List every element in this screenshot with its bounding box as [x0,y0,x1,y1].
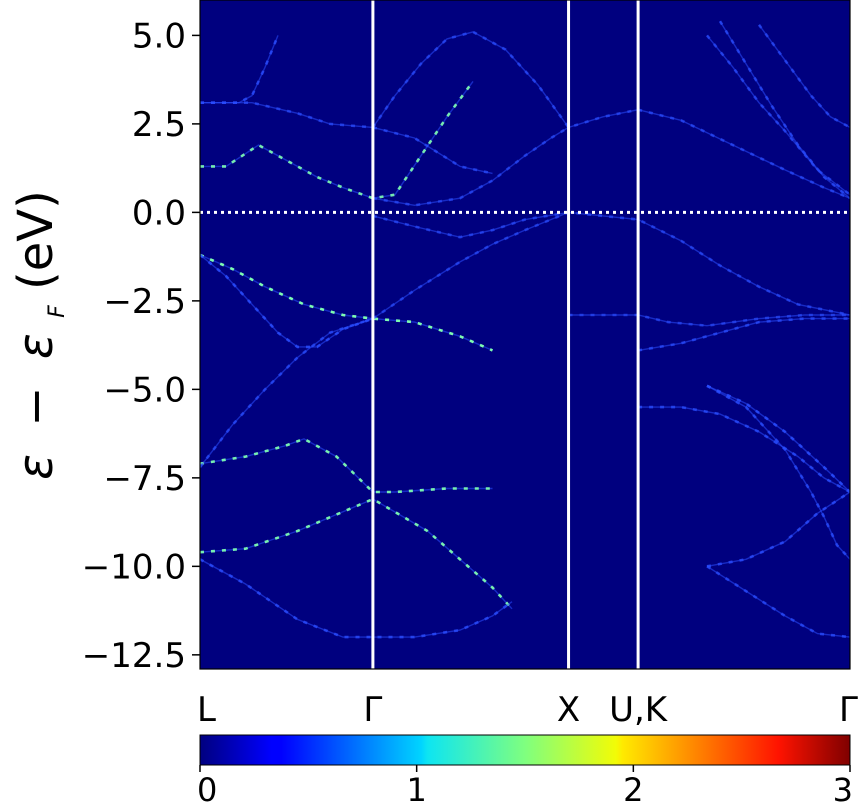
band-18-trace [706,491,850,567]
band-13-trace [568,314,850,327]
band-17 [706,384,850,561]
band-10-trace [372,126,569,207]
y-axis: 5.0 2.5 0.0 −2.5 −5.0 −7.5 −10.0 −12.5 [82,16,200,676]
y-label-unit: (eV) [8,190,64,290]
band-20 [718,20,850,200]
band-21 [705,34,850,196]
x-tick-label-3: U,K [609,690,669,730]
plot-background [200,0,850,669]
band-4 [200,253,494,352]
band-19-trace [706,565,850,638]
band-3 [200,317,374,468]
y-tick-label-5: −7.5 [103,459,186,499]
band-15-trace [638,406,850,493]
colorbar [199,734,851,766]
band-2 [200,437,493,494]
kpath-lines [371,0,640,669]
colorbar-tick-label-1: 1 [406,771,426,804]
colorbar-tick-label-2: 2 [623,771,643,804]
colorbar-tick-label-0: 0 [197,771,217,804]
x-tick-label-0: L [197,690,216,730]
y-tick-label-1: 2.5 [132,105,186,145]
y-label-epsilon: ε [8,454,64,480]
band-9 [371,30,850,200]
x-tick-label-4: Γ [839,690,858,730]
band-14 [637,317,850,352]
y-tick-label-3: −2.5 [103,282,186,322]
y-label-subscript: F [45,305,70,318]
band-12 [372,211,850,317]
band-22 [757,24,850,129]
colorbar-ticks: 0 1 2 3 [197,765,853,804]
y-label-minus: − [8,386,64,426]
band-8 [200,101,493,175]
band-0-trace [200,498,513,610]
x-tick-label-2: X [557,690,580,730]
band-6 [200,80,475,200]
y-tick-label-4: −5.0 [103,370,186,410]
band-5 [200,253,374,349]
plot-frame [199,0,851,670]
y-tick-label-6: −10.0 [82,547,186,587]
colorbar-tick-label-3: 3 [833,771,853,804]
y-tick-label-7: −12.5 [82,636,186,676]
y-tick-label-0: 5.0 [132,16,186,56]
y-tick-label-2: 0.0 [132,193,186,233]
x-tick-label-1: Γ [363,690,382,730]
x-axis: L Γ X U,K Γ [197,690,858,730]
band-16 [706,384,850,493]
y-label-epsilon-fermi: ε [8,333,64,359]
band-11 [372,211,569,320]
y-axis-label: ε − ε F (eV) [8,190,76,480]
